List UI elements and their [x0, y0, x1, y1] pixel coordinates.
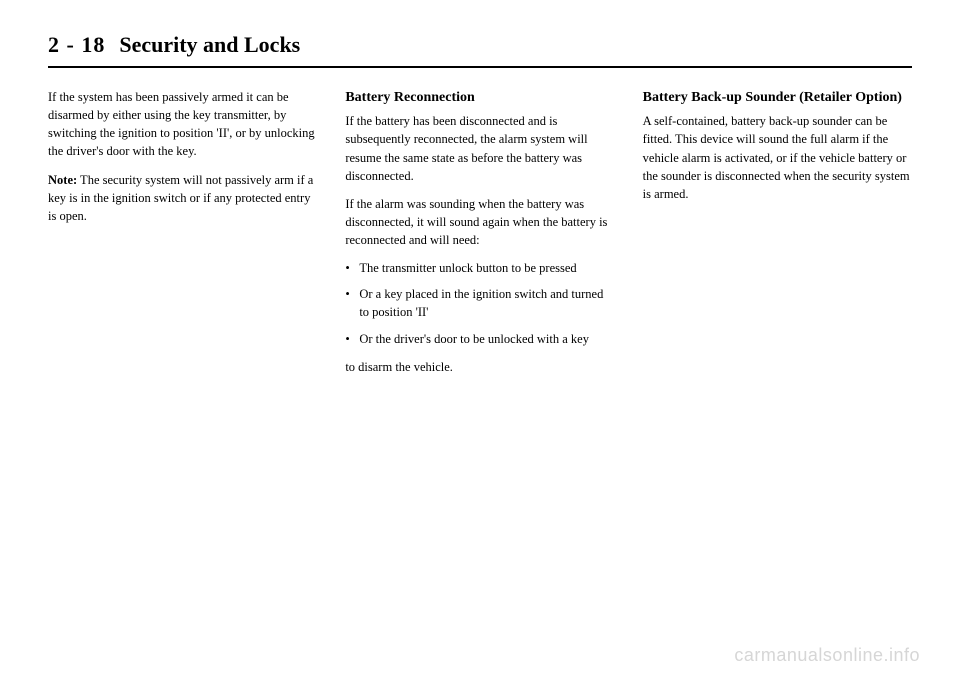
- page-header: 2 - 18 Security and Locks: [48, 32, 912, 58]
- col1-para1: If the system has been passively armed i…: [48, 88, 317, 161]
- col2-heading: Battery Reconnection: [345, 88, 614, 108]
- column-2: Battery Reconnection If the battery has …: [345, 88, 614, 386]
- note-text: The security system will not passively a…: [48, 173, 313, 223]
- column-3: Battery Back-up Sounder (Retailer Option…: [643, 88, 912, 386]
- col1-note: Note: The security system will not passi…: [48, 171, 317, 225]
- page-number: 2 - 18: [48, 32, 105, 58]
- col2-para1: If the battery has been disconnected and…: [345, 112, 614, 185]
- column-1: If the system has been passively armed i…: [48, 88, 317, 386]
- col2-para3: to disarm the vehicle.: [345, 358, 614, 376]
- section-title: Security and Locks: [119, 32, 300, 58]
- header-divider: [48, 66, 912, 68]
- col2-para2: If the alarm was sounding when the batte…: [345, 195, 614, 249]
- watermark: carmanualsonline.info: [734, 645, 920, 666]
- bullet-item: Or the driver's door to be unlocked with…: [345, 330, 614, 348]
- col3-heading: Battery Back-up Sounder (Retailer Option…: [643, 88, 912, 108]
- col3-para1: A self-contained, battery back-up sounde…: [643, 112, 912, 203]
- content-columns: If the system has been passively armed i…: [48, 88, 912, 386]
- bullet-item: Or a key placed in the ignition switch a…: [345, 285, 614, 321]
- col2-bullets: The transmitter unlock button to be pres…: [345, 259, 614, 348]
- note-label: Note:: [48, 173, 77, 187]
- bullet-item: The transmitter unlock button to be pres…: [345, 259, 614, 277]
